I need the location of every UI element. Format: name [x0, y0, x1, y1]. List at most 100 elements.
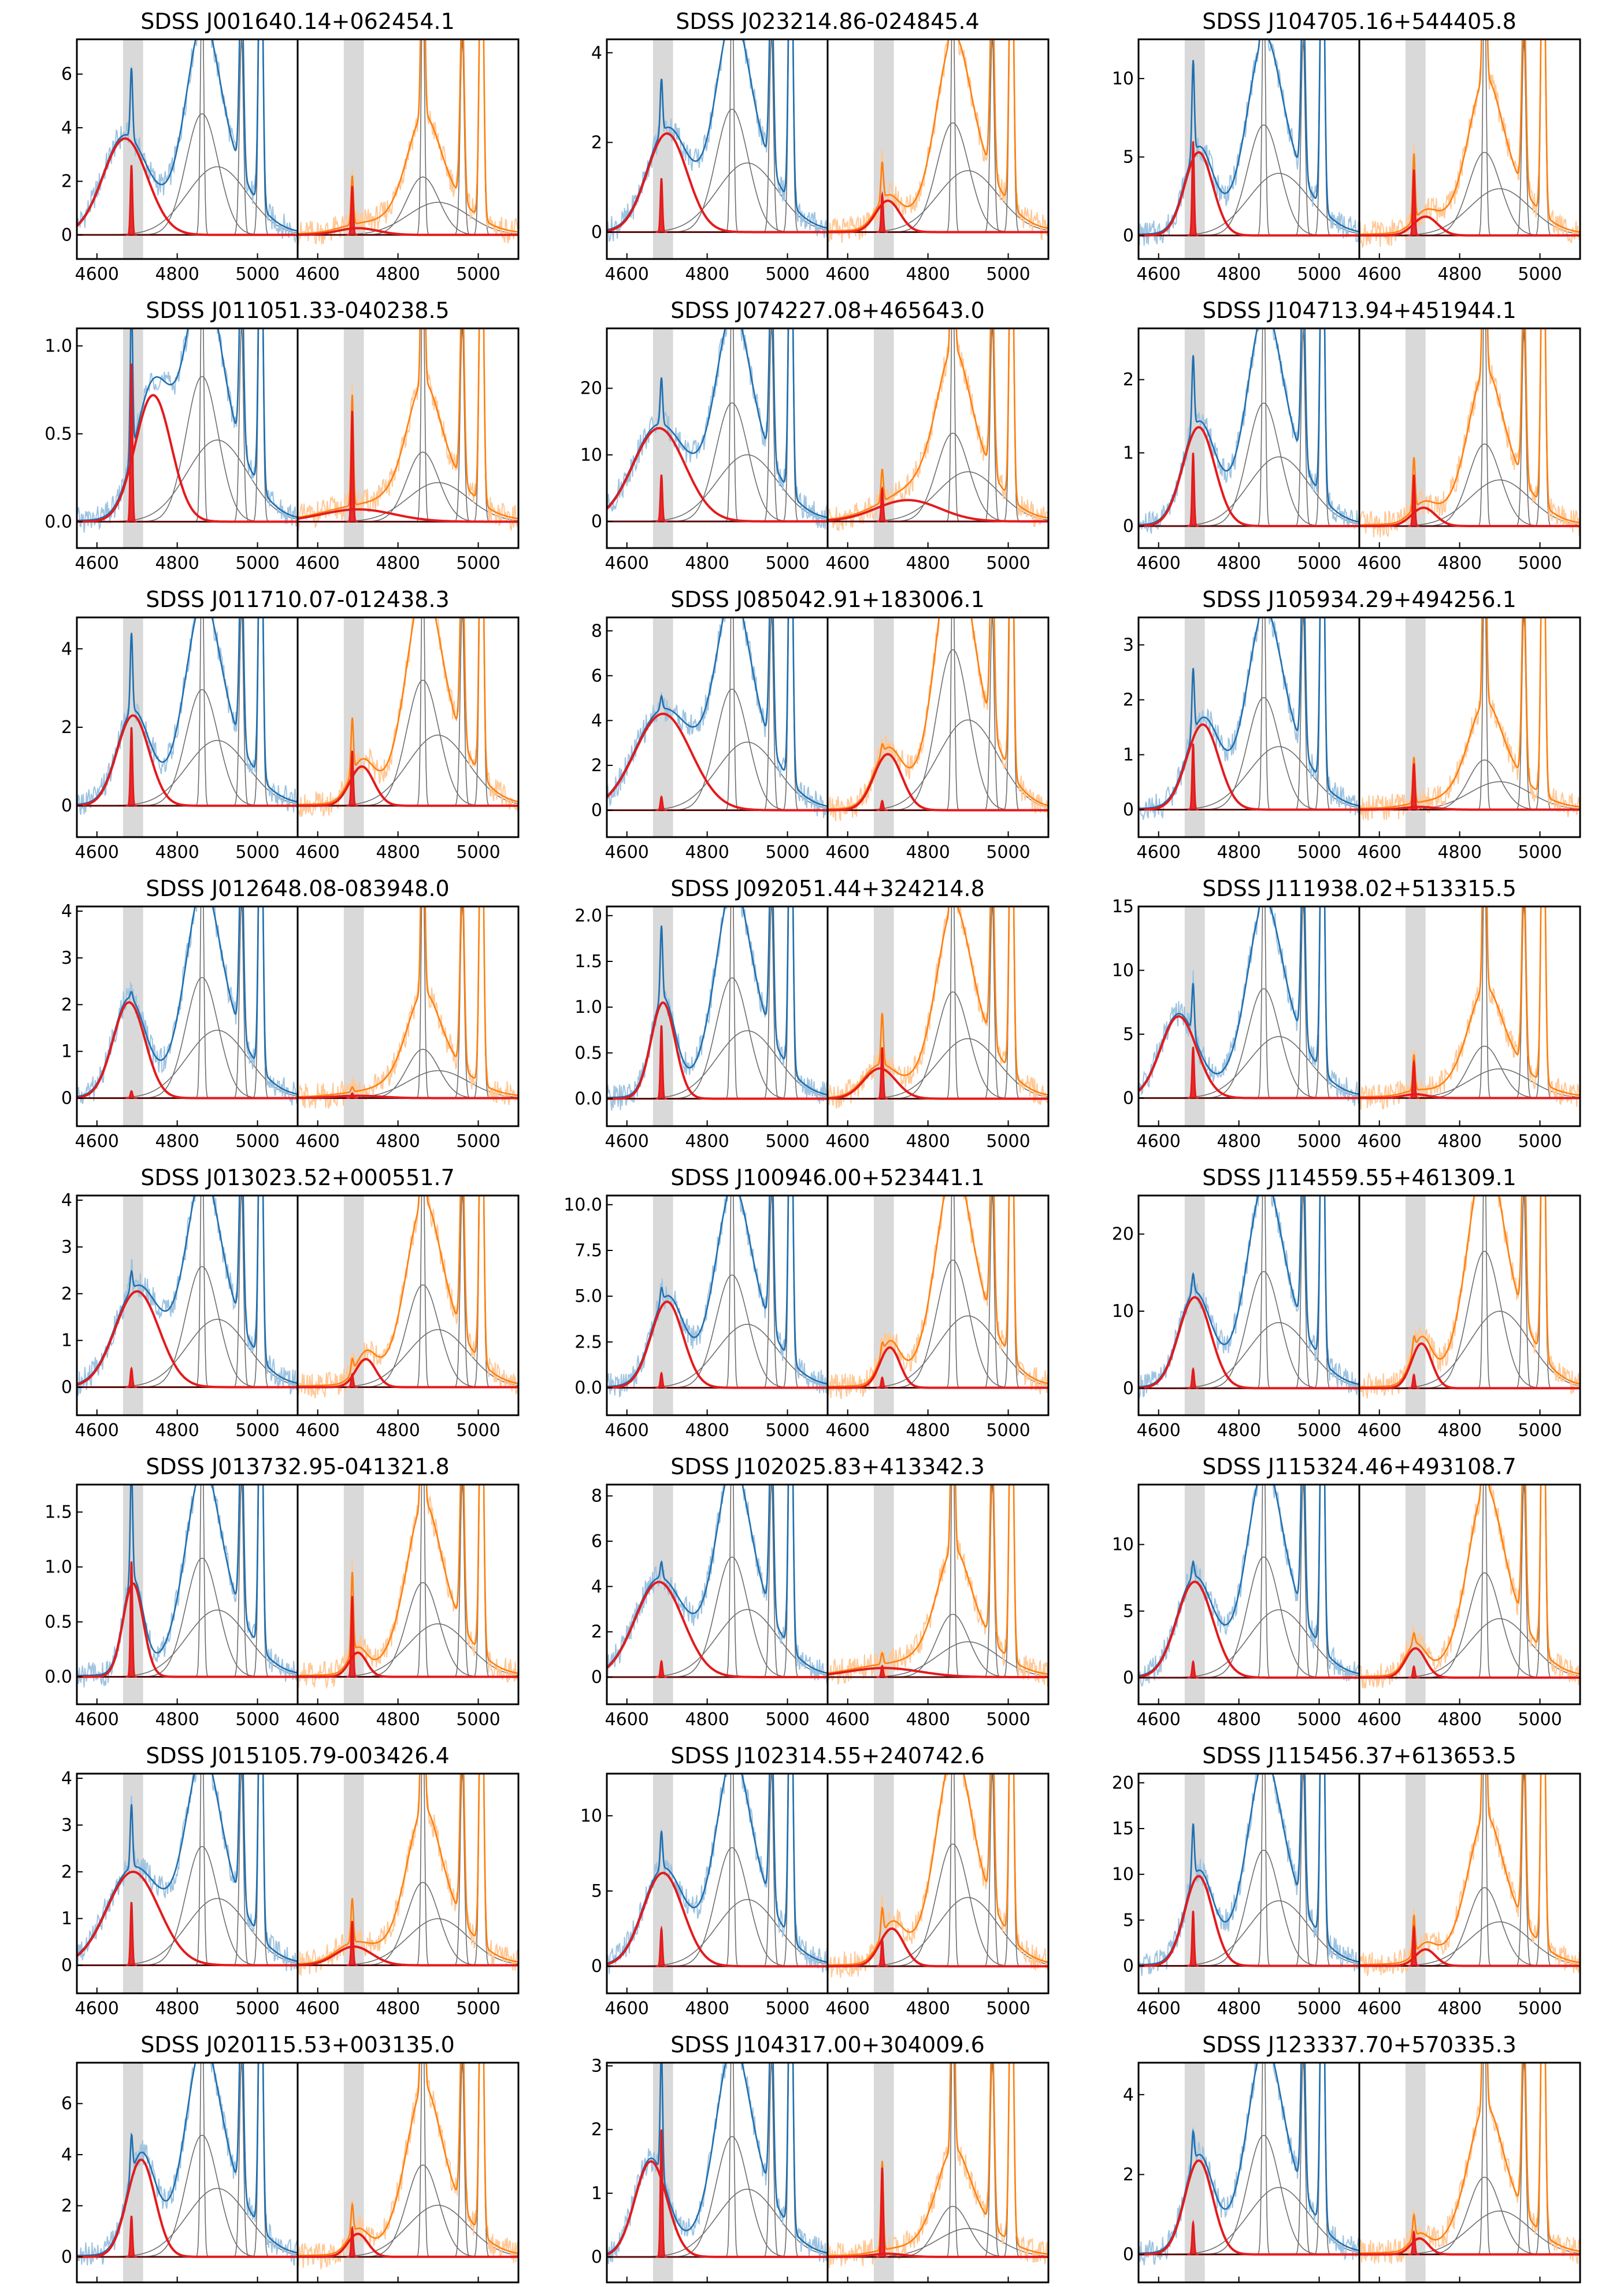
- y-tick-label: 4: [61, 901, 72, 922]
- heii-narrow-component: [346, 1372, 358, 1388]
- subplot-right-15: 4600 4800 5000: [296, 1483, 520, 1730]
- x-tick-label: 4800: [906, 264, 950, 284]
- x-tick-label: 5000: [1518, 1999, 1562, 2019]
- component-gaussian-1: [1359, 1068, 1580, 1099]
- y-tick-label: 2.5: [574, 1332, 602, 1352]
- right-panel-frame: [1358, 2062, 1581, 2284]
- x-tick-label: 4600: [296, 264, 340, 284]
- y-tick-label: 0: [591, 800, 602, 820]
- x-tick-label: 5000: [235, 553, 279, 573]
- x-tick-label: 4800: [685, 553, 729, 573]
- x-tick-label: 4800: [376, 1709, 420, 1730]
- heii-shaded-band: [873, 617, 894, 837]
- heii-narrow-component: [1187, 141, 1199, 236]
- x-tick-label: 4800: [1217, 553, 1260, 573]
- heii-narrow-component: [1187, 1911, 1199, 1967]
- right-plot-area: [828, 328, 1048, 548]
- y-tick-label: 1.0: [45, 336, 72, 356]
- right-plot-area: [828, 1774, 1048, 1993]
- right-panel-frame: [1358, 905, 1581, 1127]
- y-tick-label: 1: [61, 1042, 72, 1062]
- x-tick-label: 4600: [826, 1420, 870, 1441]
- left-model-spectrum: [607, 328, 828, 519]
- y-tick-label: 2: [61, 717, 72, 738]
- x-tick-label: 4800: [1217, 1709, 1260, 1730]
- left-plot-area: [77, 328, 298, 548]
- y-tick-label: 0: [61, 1377, 72, 1397]
- right-model-spectrum: [828, 617, 1048, 810]
- y-tick-label: 0: [61, 796, 72, 816]
- x-tick-label: 5000: [765, 1999, 809, 2019]
- y-tick-label: 5: [1123, 1910, 1134, 1930]
- heii-narrow-component: [655, 795, 668, 811]
- heii-narrow-component: [125, 1090, 138, 1099]
- x-tick-label: 5000: [1518, 1709, 1562, 1730]
- chart-title: SDSS J111938.02+513315.5: [1202, 876, 1517, 901]
- heii-broad-component: [607, 1581, 828, 1678]
- heii-broad-component: [828, 2252, 1048, 2258]
- heii-narrow-component: [1408, 1665, 1420, 1679]
- right-model-spectrum: [1359, 906, 1580, 1098]
- x-tick-label: 4600: [296, 842, 340, 863]
- chart-title: SDSS J074227.08+465643.0: [670, 298, 985, 323]
- heii-narrow-component: [1187, 1046, 1199, 1099]
- x-tick-label: 4600: [826, 1709, 870, 1730]
- x-tick-label: 4800: [1437, 1709, 1481, 1730]
- y-tick-label: 1.5: [45, 1503, 72, 1523]
- heii-broad-component: [828, 1067, 1048, 1100]
- y-tick-label: 1.0: [45, 1557, 72, 1578]
- right-plot-area: [298, 617, 518, 837]
- y-tick-label: 0: [1123, 1378, 1134, 1398]
- chart-title: SDSS J012648.08-083948.0: [146, 876, 449, 901]
- subplot-right-7: 4600 4800 5000: [826, 616, 1050, 863]
- y-tick-label: 0.5: [574, 1043, 602, 1063]
- y-tick-label: 2: [61, 1862, 72, 1882]
- x-tick-label: 4800: [155, 842, 199, 863]
- left-observed-spectrum: [77, 906, 298, 1106]
- y-tick-label: 0: [1123, 800, 1134, 820]
- x-tick-label: 4800: [906, 1131, 950, 1152]
- left-observed-spectrum: [1139, 1196, 1359, 1398]
- heii-narrow-component: [125, 1366, 138, 1388]
- chart-title: SDSS J102314.55+240742.6: [670, 1743, 985, 1768]
- x-tick-label: 5000: [986, 553, 1030, 573]
- x-tick-label: 4800: [155, 1709, 199, 1730]
- x-tick-label: 4800: [155, 1999, 199, 2019]
- heii-broad-component: [298, 508, 518, 523]
- chart-title: SDSS J104317.00+304009.6: [670, 2032, 985, 2057]
- right-plot-area: [1359, 1485, 1580, 1704]
- x-tick-label: 5000: [1518, 842, 1562, 863]
- x-tick-label: 5000: [986, 842, 1030, 863]
- x-tick-label: 5000: [456, 1131, 500, 1152]
- x-tick-label: 5000: [986, 1709, 1030, 1730]
- heii-broad-component: [828, 753, 1048, 812]
- heii-broad-component: [298, 1651, 518, 1678]
- right-plot-area: [828, 1196, 1048, 1415]
- subplot-left-2: 4600 4800 5000 0 5 10: [1112, 38, 1360, 284]
- subplot-right-11: 4600 4800 5000: [1358, 905, 1581, 1152]
- x-tick-label: 4600: [75, 1999, 119, 2019]
- subplot-right-8: 4600 4800 5000: [1358, 616, 1581, 863]
- x-tick-label: 4800: [1217, 264, 1260, 284]
- subplot-left-11: 4600 4800 5000 0 5 10 15: [1112, 897, 1360, 1152]
- left-plot-area: [1139, 328, 1359, 548]
- x-tick-label: 5000: [1518, 1420, 1562, 1441]
- x-tick-label: 4600: [1358, 1131, 1401, 1152]
- heii-narrow-component: [876, 800, 888, 811]
- left-model-spectrum: [607, 617, 828, 807]
- x-tick-label: 4600: [296, 1131, 340, 1152]
- y-tick-label: 1: [591, 2184, 602, 2204]
- heii-narrow-component: [1408, 763, 1420, 811]
- subplot-left-0: 4600 4800 5000 0 2 4 6: [61, 38, 299, 284]
- x-tick-label: 4600: [75, 1709, 119, 1730]
- right-observed-spectrum: [828, 2063, 1048, 2269]
- x-tick-label: 4800: [906, 1999, 950, 2019]
- chart-title: SDSS J123337.70+570335.3: [1202, 2032, 1517, 2057]
- left-plot-area: [607, 39, 828, 259]
- left-plot-area: [1139, 39, 1359, 259]
- x-tick-label: 5000: [1297, 264, 1341, 284]
- right-plot-area: [298, 328, 518, 548]
- x-tick-label: 5000: [235, 1999, 279, 2019]
